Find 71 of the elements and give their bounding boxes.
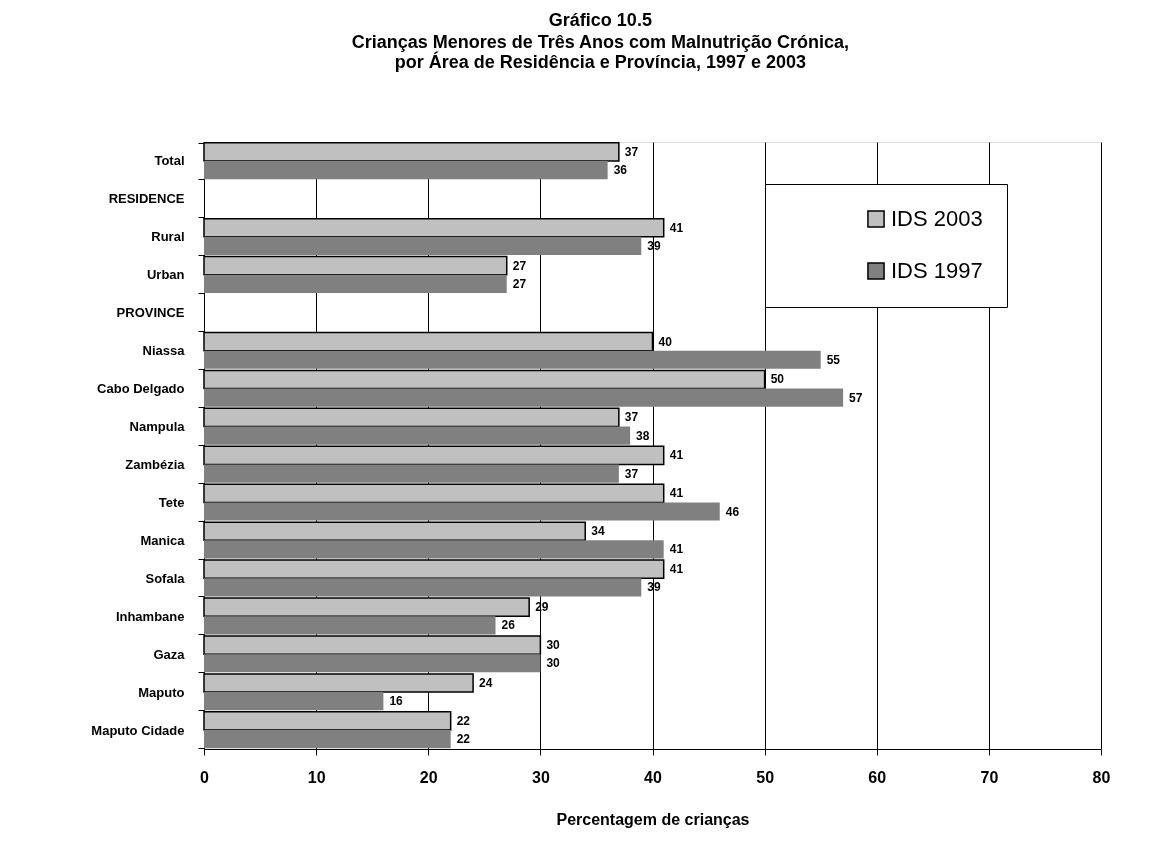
data-label: 27 [512, 276, 527, 291]
data-label: 37 [624, 144, 639, 159]
x-tick-label: 50 [756, 768, 775, 786]
chart-title: Gráfico 10.5 [548, 10, 652, 30]
bar [204, 578, 642, 597]
data-label: 27 [512, 258, 527, 273]
data-label: 50 [770, 372, 785, 387]
bar [204, 388, 844, 407]
data-label: 22 [456, 713, 471, 728]
bar [203, 142, 620, 162]
data-label: 26 [501, 618, 516, 633]
x-tick-label: 30 [531, 768, 550, 786]
bar [204, 236, 642, 256]
y-tick-label: Zambézia [125, 456, 186, 472]
x-tick-label: 10 [307, 768, 326, 786]
y-tick-label: RESIDENCE [108, 191, 185, 207]
x-tick-label: 20 [419, 768, 438, 786]
y-tick-label: Nampula [129, 419, 186, 435]
data-label: 55 [826, 352, 841, 367]
y-tick-label: Cabo Delgado [97, 381, 185, 397]
y-tick-label: Niassa [142, 343, 186, 359]
data-label: 37 [624, 466, 639, 481]
data-label: 30 [546, 638, 561, 653]
data-label: 16 [389, 694, 404, 709]
bar [204, 350, 821, 369]
bar [204, 426, 631, 445]
bar [204, 730, 451, 749]
bar [204, 160, 608, 180]
bar [204, 654, 541, 673]
data-label: 30 [546, 656, 561, 671]
data-label: 57 [849, 390, 863, 405]
x-tick-label: 70 [980, 768, 999, 786]
data-label: 36 [613, 163, 628, 178]
bar [204, 616, 496, 635]
data-label: 41 [669, 448, 684, 463]
y-tick-label: Maputo Cidade [91, 722, 185, 738]
x-tick-label: 40 [644, 768, 662, 786]
bar [204, 502, 720, 521]
y-tick-label: Sofala [145, 570, 186, 586]
data-label: 22 [456, 732, 471, 747]
data-label: 38 [636, 428, 650, 443]
y-tick-label: Maputo [138, 684, 185, 700]
y-tick-label: Manica [140, 532, 186, 548]
data-label: 40 [658, 334, 673, 349]
y-tick-label: Inhambane [115, 608, 185, 624]
y-tick-label: Total [154, 153, 185, 169]
y-tick-label: Urban [146, 267, 185, 283]
y-tick-label: Tete [158, 494, 185, 510]
bar [204, 464, 619, 483]
data-label: 41 [669, 486, 684, 501]
bar [204, 692, 384, 711]
chart-subtitle: Crianças Menores de Três Anos com Malnutrição Crónica, por Área de Residência e Província, 1997 e 2003 [351, 32, 850, 72]
x-axis-title: Percentagem de crianças [556, 810, 750, 828]
data-label: 41 [669, 542, 684, 557]
y-tick-label: PROVINCE [116, 305, 185, 321]
y-tick-label: Rural [151, 229, 185, 245]
x-tick-label: 0 [200, 768, 210, 786]
legend-label: IDS 2003 [891, 206, 983, 231]
legend-label: IDS 1997 [891, 258, 983, 283]
data-label: 34 [591, 524, 605, 539]
bar [203, 521, 586, 542]
x-tick-label: 60 [868, 768, 887, 786]
data-label: 41 [669, 562, 684, 577]
data-label: 24 [479, 675, 493, 690]
bar [204, 274, 507, 293]
bar [204, 540, 664, 559]
x-tick-label: 80 [1092, 768, 1111, 786]
data-label: 37 [624, 410, 639, 425]
data-label: 46 [725, 504, 740, 519]
y-tick-label: Gaza [153, 646, 186, 662]
data-label: 41 [669, 220, 684, 235]
